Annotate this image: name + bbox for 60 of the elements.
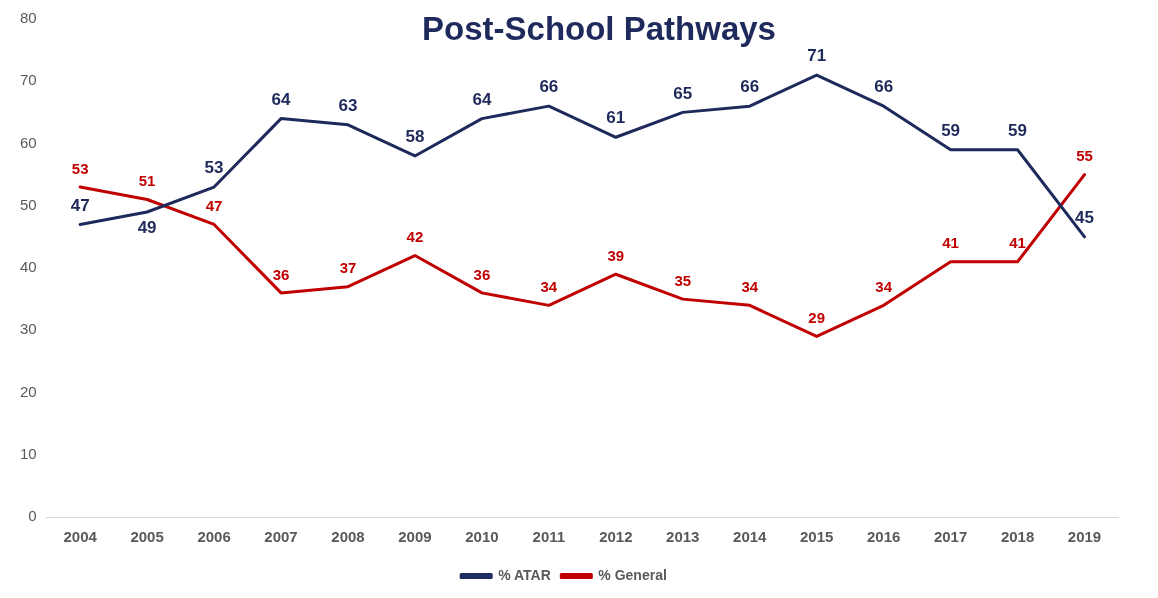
data-label: 29 (808, 309, 826, 327)
data-label: 66 (874, 77, 894, 97)
data-label: 59 (1008, 120, 1028, 140)
data-label: 65 (673, 83, 693, 103)
data-label: 47 (70, 195, 90, 215)
data-label: 66 (539, 77, 559, 97)
data-label: 55 (1076, 147, 1093, 165)
x-tick-label: 2009 (398, 528, 432, 546)
x-tick-label: 2005 (130, 528, 164, 546)
x-tick-label: 2004 (63, 528, 98, 546)
x-tick-label: 2008 (331, 528, 365, 546)
chart-title: Post-School Pathways (421, 10, 777, 48)
x-tick-label: 2011 (532, 528, 566, 546)
data-label: 64 (472, 89, 492, 109)
data-label: 51 (138, 172, 156, 190)
legend-label: % General (598, 566, 667, 583)
data-label: 45 (1075, 208, 1094, 228)
data-label: 47 (205, 197, 223, 215)
y-tick-label: 50 (20, 195, 37, 213)
x-tick-label: 2010 (465, 528, 499, 546)
x-tick-label: 2013 (666, 528, 700, 546)
x-tick-label: 2014 (733, 528, 768, 546)
x-tick-label: 2017 (933, 528, 968, 546)
data-label: 64 (271, 89, 292, 109)
data-label: 41 (942, 234, 959, 252)
data-label: 34 (540, 277, 558, 295)
data-label: 34 (741, 277, 759, 295)
x-tick-label: 2007 (264, 528, 298, 546)
data-label: 66 (740, 77, 760, 97)
y-tick-label: 30 (20, 320, 37, 338)
data-label: 49 (137, 218, 157, 238)
x-tick-label: 2018 (1000, 528, 1035, 546)
data-label: 35 (674, 271, 692, 289)
x-tick-label: 2012 (599, 528, 633, 546)
data-label: 61 (606, 108, 626, 128)
data-label: 36 (473, 265, 491, 283)
y-tick-label: 40 (20, 258, 37, 276)
legend-label: % ATAR (498, 566, 551, 583)
y-tick-label: 60 (20, 133, 37, 151)
data-label: 41 (1009, 234, 1026, 252)
data-label: 53 (204, 158, 224, 178)
x-tick-label: 2015 (800, 528, 834, 546)
data-label: 59 (941, 120, 961, 140)
y-tick-label: 70 (20, 71, 37, 89)
data-label: 63 (338, 96, 358, 116)
y-tick-label: 80 (20, 9, 37, 27)
y-tick-label: 10 (20, 444, 37, 462)
y-tick-label: 20 (20, 382, 37, 400)
data-label: 37 (339, 259, 357, 277)
data-label: 71 (807, 46, 827, 66)
x-tick-label: 2019 (1067, 528, 1102, 546)
data-label: 39 (607, 246, 625, 264)
data-label: 58 (405, 127, 425, 147)
data-label: 42 (406, 228, 424, 246)
data-label: 34 (875, 277, 893, 295)
x-tick-label: 2016 (866, 528, 901, 546)
x-tick-label: 2006 (197, 528, 231, 546)
data-label: 53 (71, 159, 89, 177)
data-label: 36 (272, 265, 290, 283)
y-tick-label: 0 (28, 507, 37, 525)
